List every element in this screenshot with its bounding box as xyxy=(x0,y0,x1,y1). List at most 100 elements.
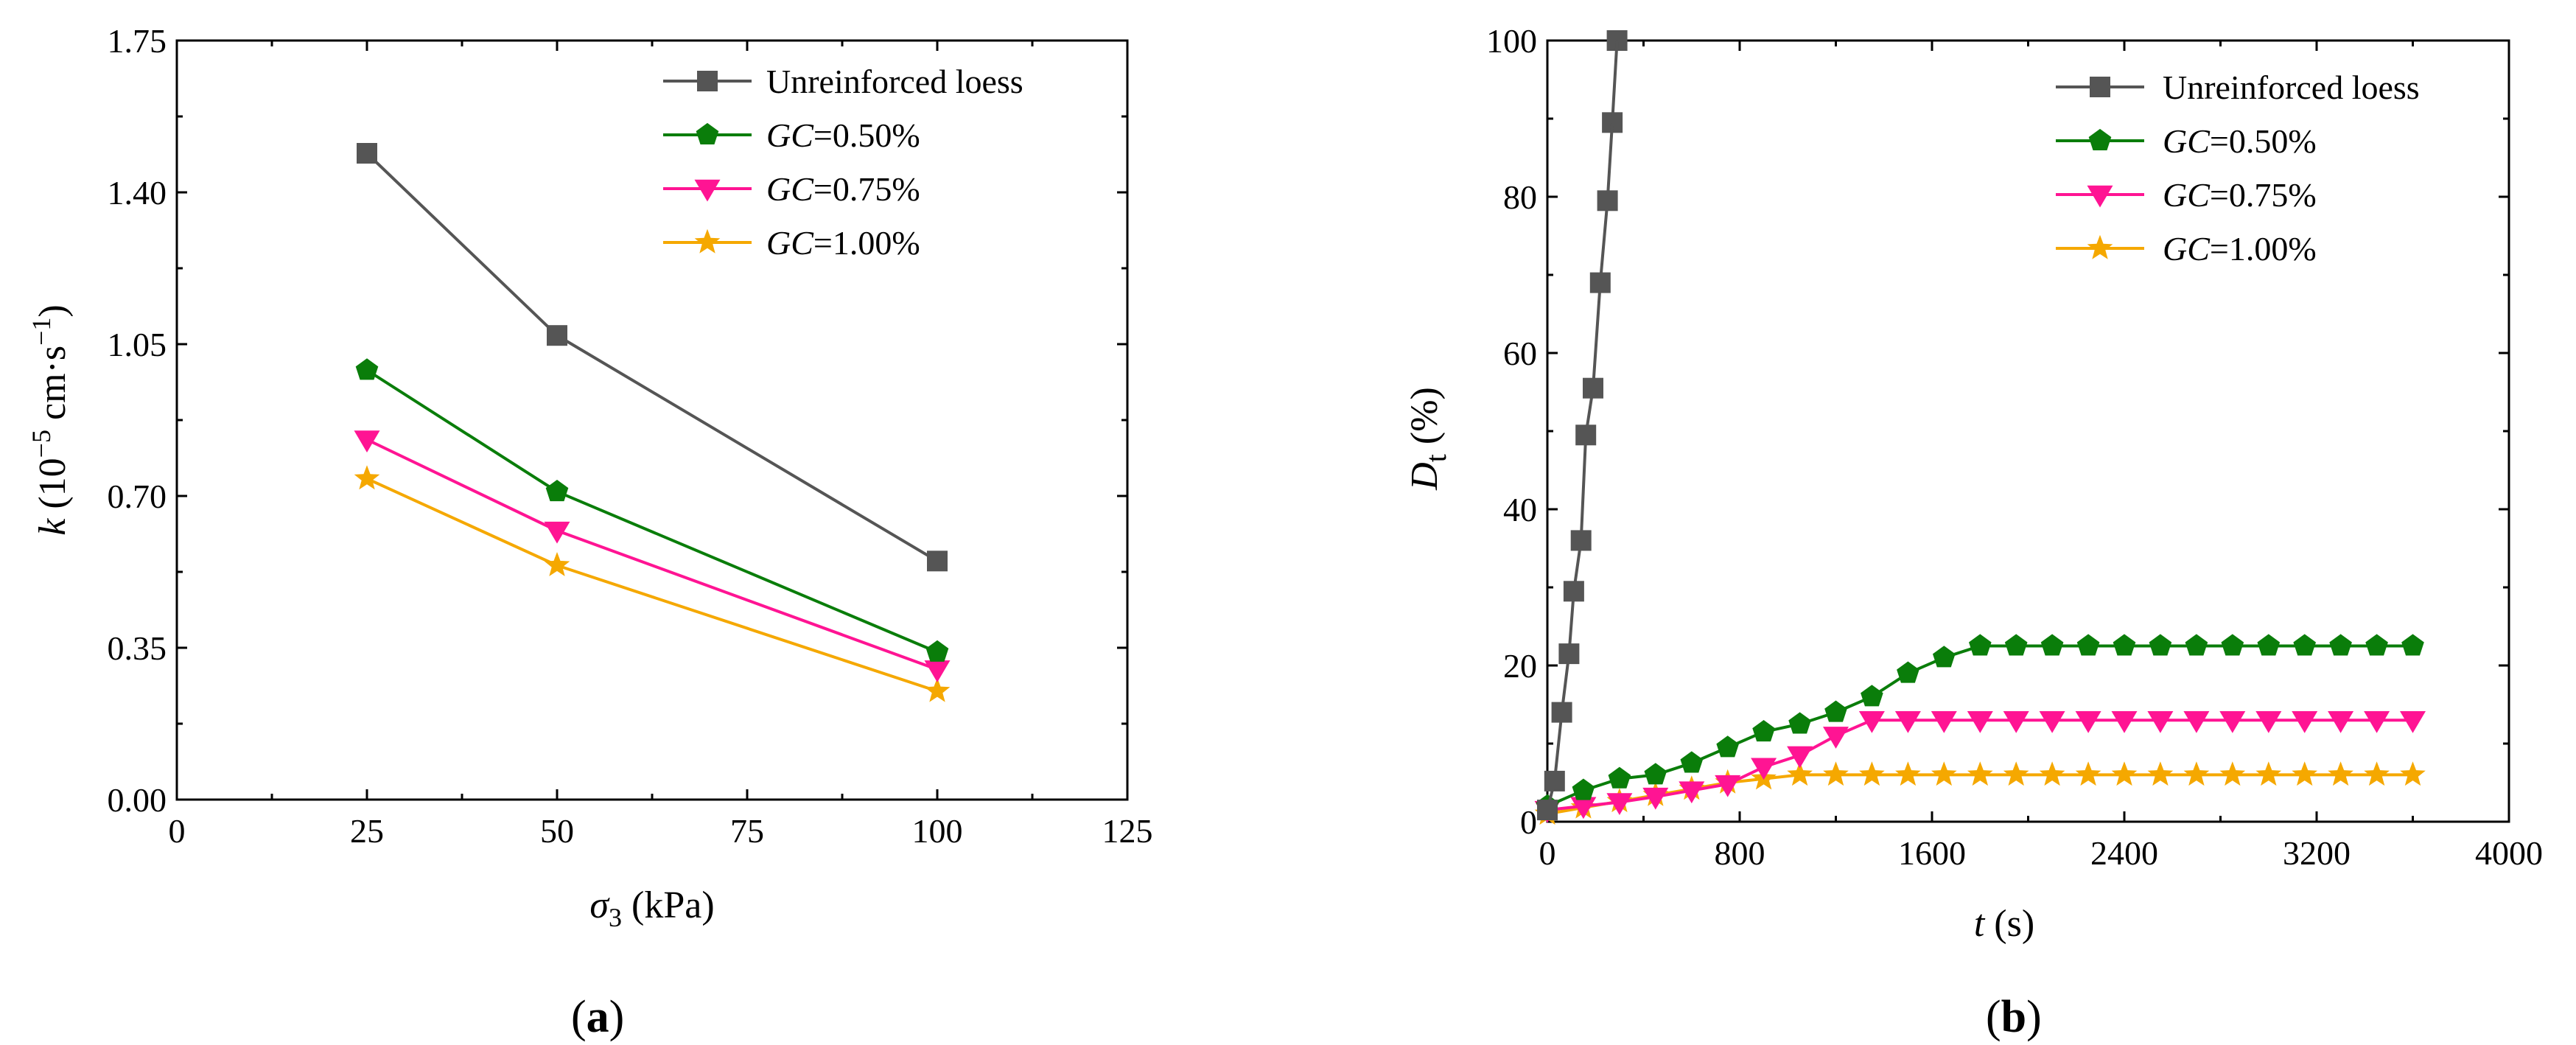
legend-a-unreinforced-marker-shape xyxy=(697,71,718,91)
panel-b-point-gc075 xyxy=(1679,781,1705,804)
panel-b-marker-gc050 xyxy=(1968,634,1992,656)
panel-a-marker-gc050 xyxy=(925,640,949,662)
panel-b-y-tick-label: 40 xyxy=(1503,491,1537,528)
panel-b-frame xyxy=(1546,39,2510,823)
panel-b-marker-gc050 xyxy=(1680,751,1704,773)
legend-a-gc050: GC=0.50% xyxy=(663,116,920,154)
panel-b-marker-gc050 xyxy=(1897,661,1919,683)
panel-a-label-open: ( xyxy=(571,992,587,1042)
panel-b-marker-gc100 xyxy=(2364,761,2390,786)
panel-b-point-unreinforced xyxy=(1597,190,1618,212)
panel-a-label: (a) xyxy=(571,992,624,1042)
panel-b-point-gc100 xyxy=(2364,761,2390,786)
panel-b-x-tick-label: 3200 xyxy=(2283,834,2351,872)
panel-b-marker-gc075 xyxy=(2400,710,2426,733)
panel-b: 0 800 1600 2400 3200 4000 0 20 40 60 80 100 Unrein… xyxy=(1404,22,2543,1042)
panel-a-marker-gc050 xyxy=(355,358,379,380)
panel-b-point-gc100 xyxy=(1931,761,1957,786)
panel-b-marker-gc100 xyxy=(2111,761,2138,786)
panel-b-point-gc100 xyxy=(2075,761,2101,786)
panel-b-point-gc050 xyxy=(2221,634,2244,656)
panel-b-marker-gc100 xyxy=(2075,761,2101,786)
panel-a-point-gc100 xyxy=(924,677,951,702)
panel-b-marker-gc075 xyxy=(1894,710,1921,733)
panel-a-x-tick-label: 100 xyxy=(912,812,963,850)
panel-b-label-open: ( xyxy=(1986,992,2001,1042)
panel-b-marker-gc075 xyxy=(2292,710,2318,733)
panel-b-marker-gc075 xyxy=(2219,710,2246,733)
panel-b-marker-gc050 xyxy=(1716,735,1740,758)
legend-b-gc075-marker xyxy=(2087,185,2113,208)
panel-b-y-tick-label: 60 xyxy=(1503,335,1537,372)
legend-a-gc075-label-value: =0.75% xyxy=(813,170,920,208)
panel-a-y-axis-post: ) xyxy=(32,304,74,317)
panel-a-point-gc075 xyxy=(544,521,570,544)
panel-b-marker-gc050 xyxy=(1752,720,1775,742)
panel-a-y-ticks: 0.00 0.35 0.70 1.05 1.40 1.75 xyxy=(108,22,1127,819)
panel-a-point-gc075 xyxy=(354,430,380,452)
panel-b-marker-gc100 xyxy=(2183,761,2210,786)
panel-b-point-gc050 xyxy=(2329,634,2352,656)
panel-b-marker-gc100 xyxy=(1967,761,1993,786)
panel-a-y-tick-label: 1.75 xyxy=(108,22,167,60)
panel-b-marker-gc100 xyxy=(1859,761,1885,786)
panel-a-marker-gc100 xyxy=(924,677,951,702)
panel-b-marker-gc050 xyxy=(2329,634,2352,656)
legend-a-gc100-marker-shape xyxy=(694,228,721,254)
panel-b-marker-unreinforced xyxy=(1544,770,1565,791)
panel-b-point-gc075 xyxy=(1858,710,1885,733)
panel-b-label-close: ) xyxy=(2026,992,2042,1042)
panel-b-marker-gc100 xyxy=(2255,761,2282,786)
panel-a-legend: Unreinforced loess GC=0.50% GC=0.75% GC=… xyxy=(663,63,1023,262)
panel-b-point-gc075 xyxy=(2255,710,2282,733)
panel-a-marker-unreinforced xyxy=(927,551,948,572)
panel-b-point-gc100 xyxy=(1895,761,1921,786)
panel-a-label-close: ) xyxy=(609,992,625,1042)
panel-b-point-gc075 xyxy=(1823,727,1849,749)
panel-b-marker-gc075 xyxy=(2183,710,2210,733)
legend-b-gc100-marker xyxy=(2087,234,2113,259)
panel-a-series-line-gc075 xyxy=(366,438,938,671)
panel-b-point-unreinforced xyxy=(1558,643,1580,665)
panel-b-point-gc075 xyxy=(1967,710,1993,733)
legend-a-gc050-marker-shape xyxy=(696,122,719,145)
panel-b-marker-unreinforced xyxy=(1575,424,1597,446)
panel-a-marker-gc100 xyxy=(354,465,380,490)
panel-b-y-tick-label: 0 xyxy=(1520,803,1537,841)
panel-b-point-unreinforced xyxy=(1537,800,1558,821)
panel-b-point-gc100 xyxy=(1787,761,1813,786)
panel-b-x-tick-label: 1600 xyxy=(1898,834,1966,872)
panel-b-plot-area: 0 800 1600 2400 3200 4000 0 20 40 60 80 100 xyxy=(1486,22,2543,872)
panel-b-point-gc075 xyxy=(1931,710,1957,733)
panel-a-point-gc050 xyxy=(925,640,949,662)
panel-b-marker-gc100 xyxy=(1895,761,1921,786)
panel-b-point-gc075 xyxy=(2039,710,2065,733)
panel-a-y-axis-symbol: k xyxy=(32,518,74,536)
panel-b-marker-gc050 xyxy=(1824,700,1847,722)
panel-a-y-axis-exp2: −1 xyxy=(27,318,56,346)
legend-b-unreinforced: Unreinforced loess xyxy=(2056,69,2420,106)
panel-b-marker-gc050 xyxy=(1644,763,1667,785)
panel-b-series xyxy=(1534,30,2426,825)
panel-b-point-gc075 xyxy=(1715,775,1741,797)
panel-a-x-ticks: 0 25 50 75 100 125 xyxy=(169,41,1153,850)
panel-a-series-line-unreinforced xyxy=(365,152,939,563)
panel-a-y-tick-label: 0.00 xyxy=(108,781,167,819)
panel-b-point-gc100 xyxy=(1823,761,1849,786)
legend-a-gc075-label: GC=0.75% xyxy=(766,170,920,208)
legend-b-gc075: GC=0.75% xyxy=(2056,176,2317,214)
panel-b-label-letter: b xyxy=(2001,992,2026,1042)
panel-b-marker-gc075 xyxy=(1931,710,1957,733)
panel-b-marker-unreinforced xyxy=(1597,190,1618,212)
panel-b-point-gc075 xyxy=(2292,710,2318,733)
legend-b-gc100-marker-shape xyxy=(2087,234,2113,259)
panel-b-marker-gc050 xyxy=(2293,634,2317,656)
panel-b-marker-gc050 xyxy=(2221,634,2244,656)
panel-b-marker-gc050 xyxy=(1572,778,1595,800)
panel-b-marker-gc075 xyxy=(1858,710,1885,733)
panel-b-x-axis-unit: (s) xyxy=(1984,903,2034,945)
panel-a-marker-unreinforced xyxy=(357,143,377,164)
panel-a-y-tick-label: 1.40 xyxy=(108,174,167,212)
legend-a-unreinforced: Unreinforced loess xyxy=(663,63,1023,100)
panel-b-marker-gc075 xyxy=(1570,797,1597,819)
